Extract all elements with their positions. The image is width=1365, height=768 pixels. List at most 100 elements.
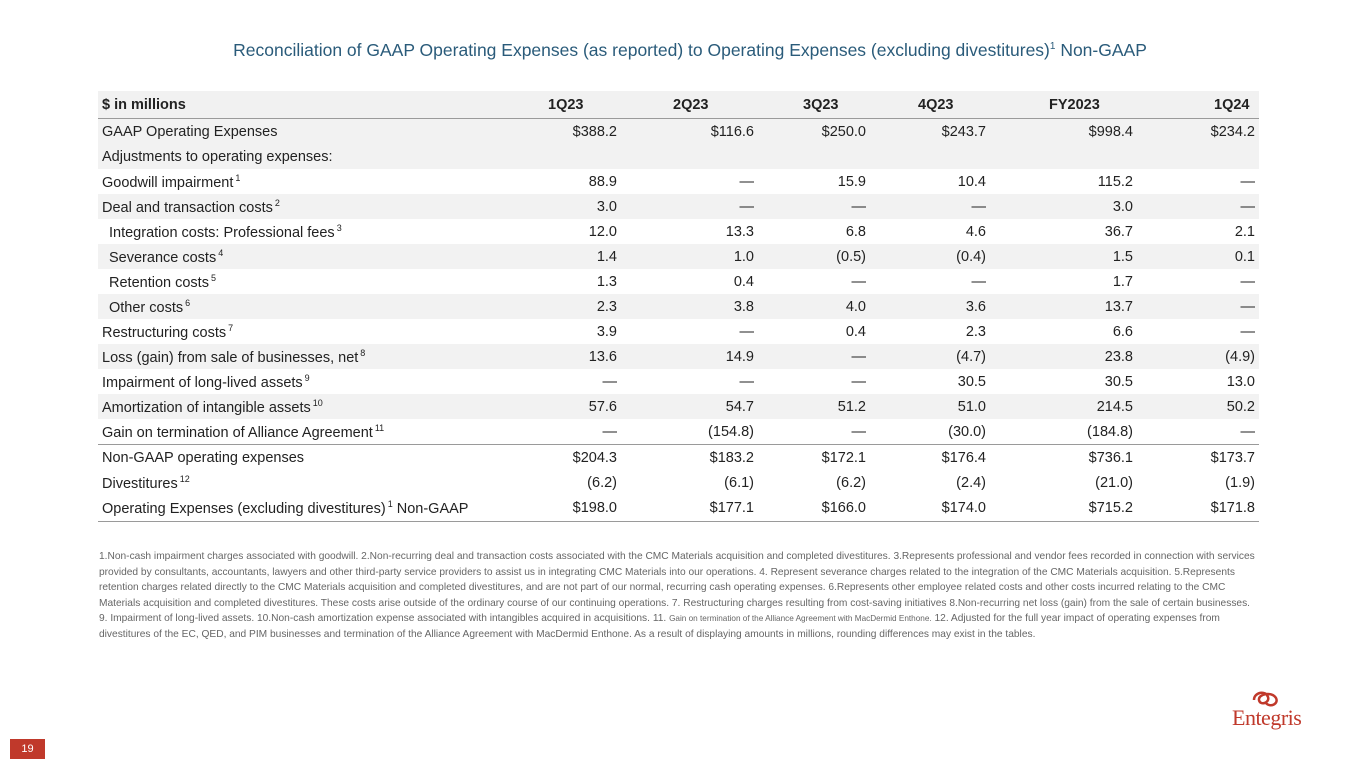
- cell-value: 1.7: [1112, 273, 1133, 290]
- cell-value: (21.0): [1095, 474, 1133, 491]
- cell-value: $183.2: [621, 444, 758, 470]
- cell-value: $204.3: [528, 444, 621, 470]
- cell-value: 30.5: [957, 373, 986, 390]
- cell-value: (4.7): [956, 348, 986, 365]
- cell-value: $172.1: [758, 444, 870, 470]
- table-row: Other costs 6 2.3 3.8 4.0 3.6 13.7 —: [98, 294, 1259, 319]
- cell-value: 3.6: [965, 298, 986, 315]
- cell-value: —: [602, 423, 618, 440]
- cell-value: [621, 144, 758, 169]
- cell-value: (30.0): [948, 423, 986, 440]
- cell-value: 0.1: [1234, 248, 1255, 265]
- cell-value: [990, 144, 1137, 169]
- header-1q24: 1Q24: [1214, 96, 1250, 113]
- cell-value: —: [739, 173, 755, 190]
- cell-value: (6.2): [836, 474, 866, 491]
- footnote-ref: 2: [274, 197, 280, 208]
- cell-value: —: [851, 348, 867, 365]
- row-label: Goodwill impairment 1: [102, 172, 241, 191]
- cell-value: 0.4: [733, 273, 754, 290]
- footnote-ref: 9: [304, 372, 310, 383]
- cell-value: (1.9): [1225, 474, 1255, 491]
- cell-value: 3.9: [596, 323, 617, 340]
- table-header-row: $ in millions 1Q23 2Q23 3Q23 4Q23 FY2023…: [98, 91, 1259, 119]
- table-row: Goodwill impairment 1 88.9 — 15.9 10.4 115.2 —: [98, 169, 1259, 194]
- cell-value: (6.2): [587, 474, 617, 491]
- cell-value: $243.7: [941, 123, 986, 140]
- cell-value: [870, 144, 990, 169]
- row-label: Loss (gain) from sale of businesses, net…: [102, 347, 366, 366]
- row-label: Restructuring costs 7: [102, 322, 234, 341]
- cell-value: $174.0: [870, 495, 990, 522]
- table-row: Operating Expenses (excluding divestitur…: [98, 495, 1259, 522]
- cell-value: $171.8: [1137, 495, 1259, 522]
- cell-value: —: [1240, 273, 1256, 290]
- cell-value: —: [971, 198, 987, 215]
- header-fy2023: FY2023: [1049, 96, 1100, 113]
- cell-value: 15.9: [837, 173, 866, 190]
- cell-value: 1.3: [596, 273, 617, 290]
- cell-value: $736.1: [990, 444, 1137, 470]
- table-row: Non-GAAP operating expenses $204.3 $183.2 $…: [98, 444, 1259, 470]
- cell-value: —: [851, 273, 867, 290]
- cell-value: (6.1): [724, 474, 754, 491]
- row-label: Operating Expenses (excluding divestitur…: [98, 495, 528, 522]
- cell-value: [528, 144, 621, 169]
- row-label: Divestitures 12: [102, 473, 190, 492]
- cell-value: —: [739, 323, 755, 340]
- table-row: Severance costs 4 1.4 1.0 (0.5) (0.4) 1.5 0.1: [98, 244, 1259, 269]
- table-row: GAAP Operating Expenses $388.2 $116.6 $250.…: [98, 118, 1259, 144]
- cell-value: [758, 144, 870, 169]
- footnote-ref: 10: [312, 397, 323, 408]
- cell-value: —: [739, 198, 755, 215]
- cell-value: 1.4: [596, 248, 617, 265]
- cell-value: 57.6: [588, 398, 617, 415]
- table-row: Loss (gain) from sale of businesses, net…: [98, 344, 1259, 369]
- cell-value: —: [739, 373, 755, 390]
- cell-value: $116.6: [710, 123, 754, 140]
- cell-value: 1.0: [733, 248, 754, 265]
- cell-value: 13.3: [725, 223, 754, 240]
- row-label: GAAP Operating Expenses: [102, 123, 278, 140]
- cell-value: 36.7: [1104, 223, 1133, 240]
- row-label: Deal and transaction costs 2: [102, 197, 280, 216]
- cell-value: 51.2: [837, 398, 866, 415]
- cell-value: 6.6: [1112, 323, 1133, 340]
- reconciliation-table: $ in millions 1Q23 2Q23 3Q23 4Q23 FY2023…: [98, 91, 1259, 522]
- cell-value: $173.7: [1137, 444, 1259, 470]
- cell-value: 214.5: [1096, 398, 1133, 415]
- table-row: Retention costs 5 1.3 0.4 — — 1.7 —: [98, 269, 1259, 294]
- cell-value: 115.2: [1097, 173, 1133, 190]
- cell-value: —: [1240, 423, 1256, 440]
- table-row: Adjustments to operating expenses:: [98, 144, 1259, 169]
- cell-value: (154.8): [708, 423, 754, 440]
- page-title: Reconciliation of GAAP Operating Expense…: [233, 40, 1147, 60]
- cell-value: —: [1240, 323, 1256, 340]
- row-label: Amortization of intangible assets 10: [102, 397, 323, 416]
- cell-value: $176.4: [870, 444, 990, 470]
- table-row: Amortization of intangible assets 10 57.6 5…: [98, 394, 1259, 419]
- cell-value: 3.0: [596, 198, 617, 215]
- header-4q23: 4Q23: [918, 96, 954, 113]
- cell-value: 13.6: [588, 348, 617, 365]
- entegris-swirl-icon: [1252, 691, 1278, 707]
- cell-value: —: [971, 273, 987, 290]
- table-row: Divestitures 12 (6.2) (6.1) (6.2) (2.4) (21.0)…: [98, 470, 1259, 495]
- cell-value: 10.4: [957, 173, 986, 190]
- table-body: GAAP Operating Expenses $388.2 $116.6 $250.…: [98, 118, 1259, 522]
- cell-value: —: [851, 198, 867, 215]
- cell-value: 14.9: [725, 348, 754, 365]
- row-label: Impairment of long-lived assets 9: [102, 372, 310, 391]
- cell-value: [1137, 144, 1259, 169]
- header-label: $ in millions: [102, 96, 186, 113]
- footnote-ref: 7: [228, 322, 234, 333]
- table-row: Gain on termination of Alliance Agreemen…: [98, 419, 1259, 445]
- row-label: Retention costs 5: [109, 272, 216, 291]
- cell-value: 13.0: [1226, 373, 1255, 390]
- cell-value: 1.5: [1112, 248, 1133, 265]
- cell-value: 12.0: [588, 223, 617, 240]
- cell-value: $234.2: [1210, 123, 1255, 140]
- footnote-ref: 1: [387, 499, 393, 509]
- table-row: Deal and transaction costs 2 3.0 — — — 3.0 —: [98, 194, 1259, 219]
- cell-value: 2.3: [596, 298, 617, 315]
